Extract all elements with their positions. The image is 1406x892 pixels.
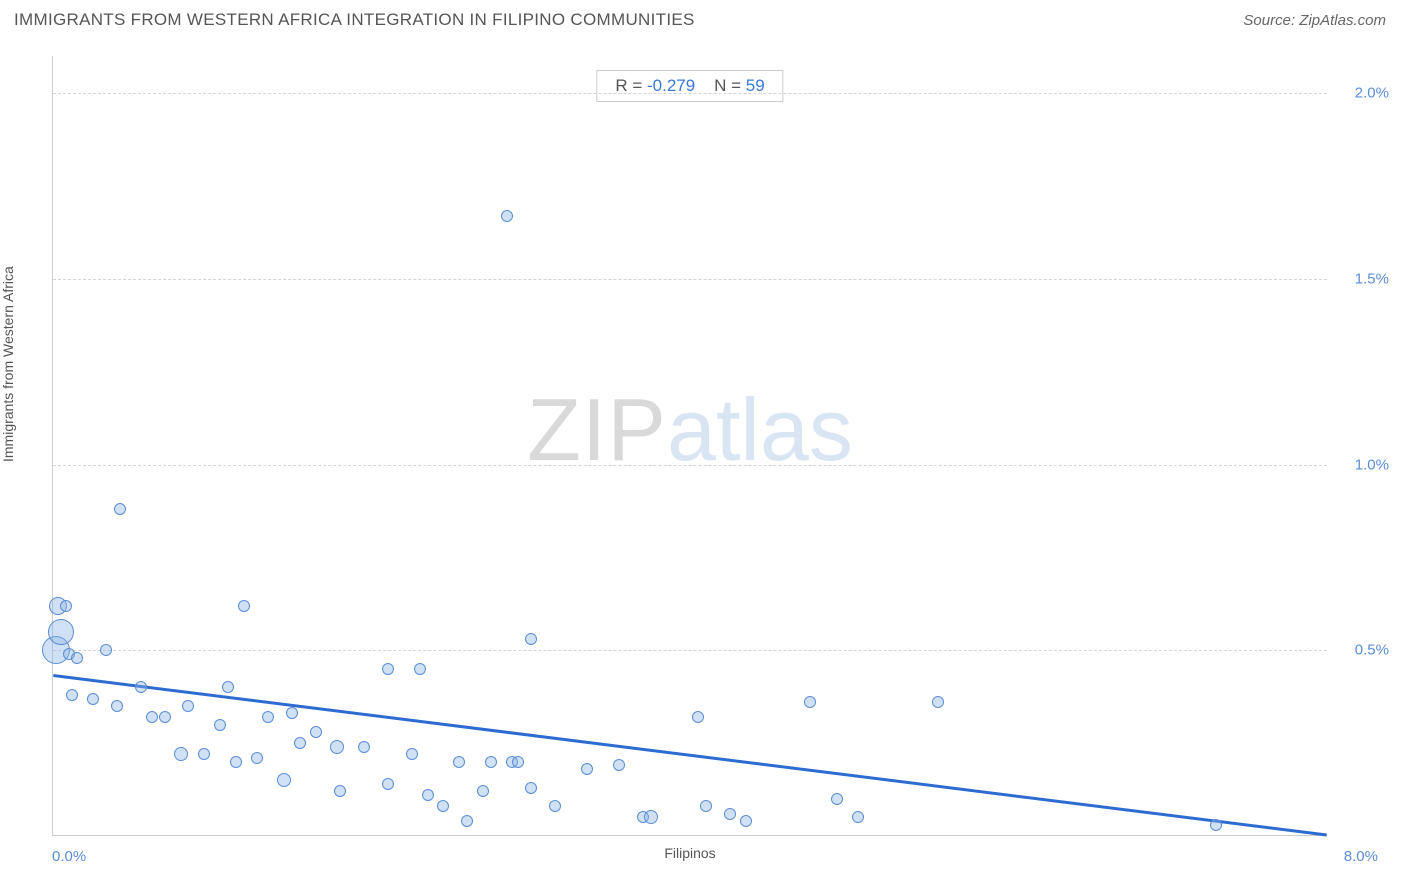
scatter-point bbox=[198, 748, 210, 760]
gridline bbox=[53, 465, 1327, 466]
y-tick-label: 0.5% bbox=[1355, 642, 1389, 659]
scatter-point bbox=[831, 793, 843, 805]
scatter-point bbox=[334, 785, 346, 797]
x-tick-min: 0.0% bbox=[52, 848, 86, 865]
scatter-point bbox=[286, 707, 298, 719]
scatter-point bbox=[477, 785, 489, 797]
gridline bbox=[53, 93, 1327, 94]
scatter-point bbox=[251, 752, 263, 764]
scatter-point bbox=[692, 711, 704, 723]
stats-box: R = -0.279 N = 59 bbox=[596, 70, 783, 102]
scatter-point bbox=[700, 800, 712, 812]
scatter-point bbox=[453, 756, 465, 768]
y-tick-label: 1.0% bbox=[1355, 456, 1389, 473]
scatter-point bbox=[437, 800, 449, 812]
scatter-point bbox=[159, 711, 171, 723]
scatter-point bbox=[294, 737, 306, 749]
scatter-point bbox=[644, 810, 658, 824]
scatter-point bbox=[310, 726, 322, 738]
scatter-point bbox=[422, 789, 434, 801]
scatter-point bbox=[135, 681, 147, 693]
n-label: N = bbox=[714, 76, 746, 95]
scatter-point bbox=[174, 747, 188, 761]
scatter-point bbox=[382, 663, 394, 675]
scatter-point bbox=[932, 696, 944, 708]
gridline bbox=[53, 650, 1327, 651]
scatter-point bbox=[501, 210, 513, 222]
gridline bbox=[53, 279, 1327, 280]
scatter-point bbox=[581, 763, 593, 775]
scatter-point bbox=[214, 719, 226, 731]
scatter-point bbox=[71, 652, 83, 664]
scatter-point bbox=[238, 600, 250, 612]
scatter-point bbox=[613, 759, 625, 771]
y-axis-label: Immigrants from Western Africa bbox=[0, 266, 16, 462]
scatter-point bbox=[414, 663, 426, 675]
scatter-point bbox=[406, 748, 418, 760]
scatter-point bbox=[330, 740, 344, 754]
scatter-point bbox=[146, 711, 158, 723]
scatter-point bbox=[111, 700, 123, 712]
source-prefix: Source: bbox=[1243, 12, 1299, 29]
chart-container: Immigrants from Western Africa ZIPatlas … bbox=[14, 44, 1392, 879]
source-name: ZipAtlas.com bbox=[1299, 12, 1386, 29]
y-tick-label: 2.0% bbox=[1355, 85, 1389, 102]
scatter-point bbox=[262, 711, 274, 723]
scatter-point bbox=[549, 800, 561, 812]
source-attribution: Source: ZipAtlas.com bbox=[1243, 12, 1386, 29]
header: IMMIGRANTS FROM WESTERN AFRICA INTEGRATI… bbox=[0, 0, 1406, 38]
scatter-point bbox=[512, 756, 524, 768]
x-tick-max: 8.0% bbox=[1344, 848, 1378, 865]
scatter-point bbox=[182, 700, 194, 712]
x-axis-label: Filipinos bbox=[664, 845, 715, 861]
scatter-point bbox=[230, 756, 242, 768]
scatter-point bbox=[48, 619, 74, 645]
scatter-point bbox=[87, 693, 99, 705]
scatter-point bbox=[60, 600, 72, 612]
scatter-point bbox=[222, 681, 234, 693]
scatter-point bbox=[461, 815, 473, 827]
scatter-point bbox=[114, 503, 126, 515]
scatter-point bbox=[740, 815, 752, 827]
scatter-point bbox=[382, 778, 394, 790]
scatter-point bbox=[724, 808, 736, 820]
scatter-point bbox=[852, 811, 864, 823]
r-value: -0.279 bbox=[647, 76, 695, 95]
scatter-point bbox=[66, 689, 78, 701]
scatter-point bbox=[485, 756, 497, 768]
plot-area: ZIPatlas R = -0.279 N = 59 Filipinos 0.5… bbox=[52, 56, 1327, 836]
scatter-point bbox=[804, 696, 816, 708]
scatter-point bbox=[277, 773, 291, 787]
r-label: R = bbox=[615, 76, 647, 95]
scatter-point bbox=[1210, 819, 1222, 831]
trend-line-layer bbox=[53, 56, 1327, 835]
scatter-point bbox=[525, 782, 537, 794]
scatter-point bbox=[100, 644, 112, 656]
scatter-point bbox=[358, 741, 370, 753]
y-tick-label: 1.5% bbox=[1355, 270, 1389, 287]
page-title: IMMIGRANTS FROM WESTERN AFRICA INTEGRATI… bbox=[14, 10, 695, 30]
scatter-point bbox=[525, 633, 537, 645]
n-value: 59 bbox=[746, 76, 765, 95]
trend-line bbox=[53, 675, 1326, 835]
